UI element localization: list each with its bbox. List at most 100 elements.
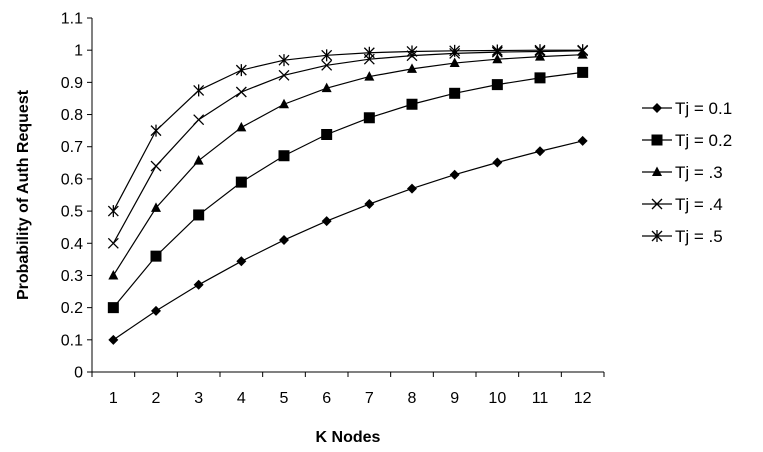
data-point <box>236 256 247 267</box>
data-point <box>406 98 418 110</box>
series-layer <box>107 44 589 345</box>
y-axis-title: Probability of Auth Request <box>15 89 32 300</box>
data-point <box>193 84 205 97</box>
data-point <box>321 216 332 227</box>
data-point <box>406 45 418 58</box>
legend-marker <box>651 198 663 210</box>
data-point <box>236 121 247 132</box>
x-tick-label: 8 <box>408 390 417 407</box>
data-point <box>279 235 289 246</box>
x-tick-label: 11 <box>532 390 549 407</box>
legend-label: Tj = 0.2 <box>675 131 732 150</box>
data-point <box>492 157 503 168</box>
series-5 <box>107 44 589 218</box>
legend: Tj = 0.1 Tj = 0.2 Tj = .3 Tj = .4 Tj = .5 <box>642 99 732 246</box>
data-point <box>363 112 375 124</box>
data-point <box>107 302 119 314</box>
y-tick-label: 1.1 <box>61 11 83 28</box>
data-point <box>193 209 205 221</box>
data-point <box>407 183 417 194</box>
data-point <box>321 82 332 93</box>
data-point <box>278 54 290 67</box>
legend-marker <box>651 134 663 146</box>
legend-item: Tj = .5 <box>642 227 723 246</box>
series-line <box>112 50 583 244</box>
data-point <box>151 305 161 316</box>
data-point <box>534 72 546 84</box>
x-tick-label: 4 <box>237 390 246 407</box>
y-tick-label: 0.4 <box>61 236 83 253</box>
y-tick-label: 0.1 <box>61 332 83 349</box>
data-point <box>278 150 290 162</box>
y-axis: 0 0.1 0.2 0.3 0.4 0.5 0.6 0.7 0.8 0.9 1 1.1 <box>61 11 93 382</box>
x-axis-title: K Nodes <box>316 429 381 446</box>
data-point <box>449 169 460 180</box>
data-point <box>193 279 204 290</box>
y-tick-label: 1 <box>74 43 83 60</box>
data-point <box>150 160 162 172</box>
series-1 <box>108 135 588 345</box>
x-axis: 1 2 3 4 5 6 7 8 9 10 11 12 <box>91 371 605 407</box>
legend-item: Tj = 0.1 <box>642 99 732 118</box>
data-point <box>279 98 289 109</box>
x-tick-label: 7 <box>365 390 374 407</box>
data-point <box>193 155 204 165</box>
data-point <box>150 124 162 137</box>
y-tick-label: 0.7 <box>61 139 83 156</box>
data-point <box>364 71 375 81</box>
data-point <box>449 57 460 68</box>
x-tick-label: 9 <box>450 390 459 407</box>
x-tick-label: 6 <box>322 390 331 407</box>
data-point <box>108 269 119 280</box>
x-tick-label: 12 <box>574 390 592 407</box>
data-point <box>577 135 588 146</box>
x-tick-label: 1 <box>109 390 118 407</box>
series-2 <box>107 66 589 314</box>
legend-item: Tj = .3 <box>642 163 723 182</box>
data-point <box>535 146 545 157</box>
data-point <box>193 114 205 126</box>
series-4 <box>107 45 589 249</box>
data-point <box>449 87 461 99</box>
legend-item: Tj = 0.2 <box>642 131 732 150</box>
x-tick-label: 2 <box>152 390 161 407</box>
data-point <box>534 44 546 57</box>
y-tick-label: 0.6 <box>61 171 83 188</box>
series-line <box>112 140 583 341</box>
y-tick-label: 0.8 <box>61 107 83 124</box>
legend-item: Tj = .4 <box>642 195 723 214</box>
data-point <box>278 69 290 81</box>
data-point <box>491 79 503 91</box>
x-tick-label: 3 <box>194 390 203 407</box>
x-tick-label: 10 <box>488 390 506 407</box>
y-tick-label: 0.5 <box>61 204 83 221</box>
data-point <box>364 199 375 210</box>
data-point <box>407 63 417 73</box>
data-point <box>363 46 375 59</box>
y-tick-label: 0.9 <box>61 75 83 92</box>
series-line <box>112 49 583 212</box>
legend-label: Tj = .4 <box>675 195 723 214</box>
legend-label: Tj = .5 <box>675 227 723 246</box>
data-point <box>321 49 333 62</box>
legend-marker <box>652 166 662 176</box>
legend-marker <box>652 103 662 113</box>
series-line <box>112 54 583 276</box>
legend-marker <box>651 230 663 242</box>
x-tick-label: 5 <box>280 390 289 407</box>
data-point <box>235 176 247 188</box>
data-point <box>235 64 247 77</box>
data-point <box>577 44 589 57</box>
data-point <box>449 44 461 57</box>
data-point <box>577 66 589 78</box>
y-tick-label: 0.3 <box>61 268 83 285</box>
data-point <box>107 237 119 249</box>
data-point <box>321 59 333 71</box>
legend-label: Tj = .3 <box>675 163 723 182</box>
data-point <box>108 334 119 345</box>
data-point <box>150 250 162 262</box>
data-point <box>492 53 503 64</box>
y-tick-label: 0.2 <box>61 300 83 317</box>
data-point <box>151 202 161 212</box>
